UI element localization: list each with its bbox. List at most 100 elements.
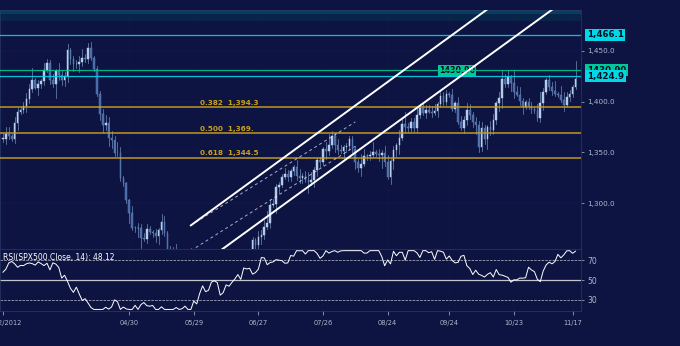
Bar <box>316 161 318 170</box>
Bar <box>20 110 21 112</box>
Bar <box>413 122 415 128</box>
Bar <box>14 123 16 139</box>
Bar <box>5 134 7 139</box>
Bar <box>522 101 524 107</box>
Bar <box>246 265 248 270</box>
Bar <box>125 183 127 200</box>
Bar <box>8 134 10 136</box>
Bar <box>516 92 517 94</box>
Bar <box>481 128 482 147</box>
Bar <box>390 161 392 177</box>
Bar <box>111 138 112 140</box>
Bar <box>214 283 215 290</box>
Bar <box>472 115 473 122</box>
Bar <box>196 259 198 260</box>
Bar <box>498 98 500 103</box>
Bar <box>249 255 250 265</box>
Bar <box>299 176 301 178</box>
Bar <box>290 171 292 177</box>
Bar <box>302 176 303 178</box>
Bar <box>220 267 221 277</box>
Bar <box>49 63 51 80</box>
Bar <box>425 110 426 113</box>
Bar <box>216 277 218 283</box>
Bar <box>90 48 92 58</box>
Bar <box>108 123 109 138</box>
Bar <box>440 96 441 103</box>
Bar <box>69 51 71 59</box>
Bar <box>505 79 506 84</box>
Bar <box>513 83 515 92</box>
Bar <box>44 70 45 81</box>
Bar <box>61 75 63 80</box>
Bar <box>313 170 315 180</box>
Bar <box>419 108 421 115</box>
Bar <box>349 139 350 146</box>
Bar <box>296 167 297 176</box>
Bar <box>319 161 321 162</box>
Bar <box>463 120 464 128</box>
Bar <box>501 79 503 98</box>
Bar <box>396 145 397 150</box>
Bar <box>160 222 163 230</box>
Bar <box>360 164 362 169</box>
Bar <box>67 51 69 76</box>
Bar <box>93 58 95 69</box>
Bar <box>146 229 148 238</box>
Bar <box>392 150 394 161</box>
Bar <box>460 121 462 128</box>
Bar <box>334 136 335 145</box>
Bar <box>311 180 312 182</box>
Bar <box>475 122 477 125</box>
Bar <box>507 77 509 84</box>
Bar <box>73 59 74 64</box>
Bar <box>167 233 168 251</box>
Bar <box>260 235 262 237</box>
Bar <box>105 123 107 125</box>
Bar <box>131 212 133 228</box>
Bar <box>496 103 497 120</box>
Bar <box>537 111 538 118</box>
Bar <box>275 188 277 204</box>
Bar <box>225 269 227 271</box>
Bar <box>287 174 288 177</box>
Bar <box>387 162 388 177</box>
Bar <box>129 200 130 212</box>
Bar <box>99 94 101 114</box>
Bar <box>534 109 535 111</box>
Bar <box>307 181 309 182</box>
Bar <box>452 95 453 109</box>
Bar <box>55 71 56 84</box>
Text: 0.618  1,344.5: 0.618 1,344.5 <box>200 151 258 156</box>
Bar <box>343 147 344 151</box>
Bar <box>378 154 379 155</box>
Bar <box>539 102 541 118</box>
Bar <box>96 69 98 94</box>
Bar <box>22 106 24 110</box>
Bar <box>416 115 418 128</box>
Bar <box>328 145 330 151</box>
Bar <box>422 108 424 113</box>
Bar <box>363 156 365 164</box>
Bar <box>443 96 444 102</box>
Bar <box>551 87 553 91</box>
Bar <box>46 63 48 70</box>
Bar <box>272 204 274 205</box>
Bar <box>428 110 430 112</box>
Bar <box>0 15 581 20</box>
Bar <box>563 100 564 105</box>
Bar <box>381 153 383 155</box>
Bar <box>510 77 512 83</box>
Bar <box>434 111 435 113</box>
Bar <box>410 122 412 128</box>
Bar <box>173 250 174 254</box>
Bar <box>530 106 532 109</box>
Bar <box>29 89 30 99</box>
Bar <box>190 253 192 258</box>
Bar <box>293 167 294 171</box>
Bar <box>31 80 33 89</box>
Bar <box>340 150 341 151</box>
Text: 0.382  1,394.3: 0.382 1,394.3 <box>200 100 258 106</box>
Bar <box>263 227 265 235</box>
Text: RSI(SPX500.Close, 14): 48.12: RSI(SPX500.Close, 14): 48.12 <box>3 253 114 262</box>
